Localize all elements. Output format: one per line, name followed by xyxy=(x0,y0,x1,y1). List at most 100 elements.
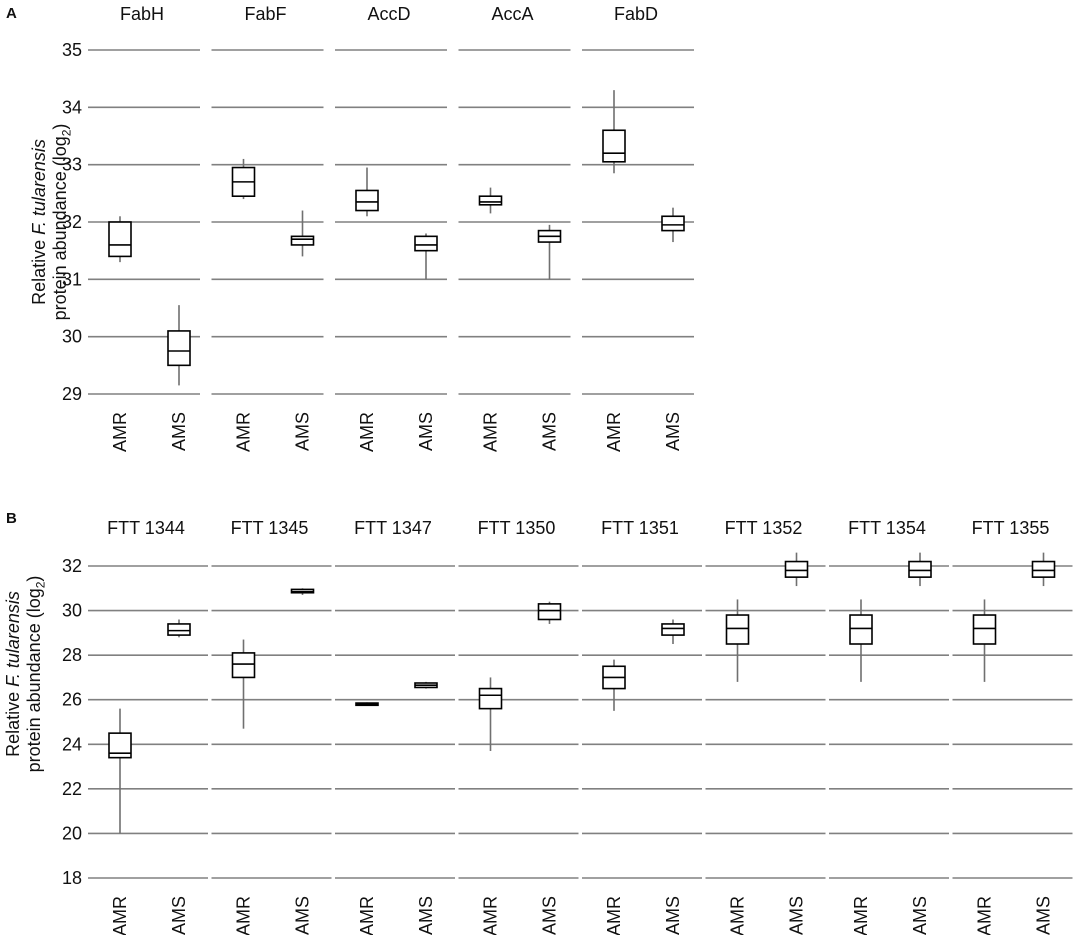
subplot-ftt-1344: FTT 1344 AMR AMS xyxy=(88,518,208,935)
subplot-ftt-1347: FTT 1347 AMR AMS xyxy=(335,518,455,935)
amr-box xyxy=(478,687,503,710)
subplot-ftt-1354: FTT 1354 AMR AMS xyxy=(829,518,949,935)
subplot-title: FTT 1347 xyxy=(354,518,432,538)
amr-box-group xyxy=(231,158,256,200)
x-category-label: AMR xyxy=(357,896,377,935)
panel-a-plot: 29 30 31 32 33 34 35 FabH AMR AMS FabF AMR AMS AccD AM… xyxy=(62,4,694,452)
panel-a-label: A xyxy=(6,5,17,22)
x-category-label: AMR xyxy=(728,896,748,935)
ams-box-group xyxy=(414,233,438,280)
x-category-label: AMR xyxy=(481,412,501,452)
x-category-label: AMS xyxy=(540,896,560,935)
y-tick-label: 32 xyxy=(62,212,82,232)
ams-box-group xyxy=(908,552,932,587)
y-tick-label: 26 xyxy=(62,690,82,710)
y-tick-label: 28 xyxy=(62,645,82,665)
subplot-title: AccD xyxy=(367,4,410,24)
amr-box xyxy=(972,614,997,645)
x-category-label: AMR xyxy=(110,412,130,452)
x-category-label: AMR xyxy=(604,896,624,935)
ams-box-group xyxy=(784,552,809,587)
subplot-acca: AccA AMR AMS xyxy=(458,4,571,452)
amr-box xyxy=(108,732,132,759)
amr-box xyxy=(849,614,873,645)
subplot-title: AccA xyxy=(491,4,533,24)
amr-box-group xyxy=(602,90,626,174)
subplot-title: FTT 1355 xyxy=(972,518,1050,538)
subplot-title: FTT 1351 xyxy=(601,518,679,538)
y-tick-label: 34 xyxy=(62,97,82,117)
amr-box xyxy=(602,129,626,163)
ams-box-group xyxy=(167,305,191,386)
ams-box xyxy=(167,623,191,636)
subplot-title: FTT 1350 xyxy=(478,518,556,538)
amr-box-group xyxy=(602,659,626,711)
x-category-label: AMS xyxy=(910,896,930,935)
amr-box xyxy=(231,652,256,679)
subplot-title: FTT 1354 xyxy=(848,518,926,538)
subplot-accd: AccD AMR AMS xyxy=(335,4,447,452)
ams-box-group xyxy=(537,224,562,280)
ams-box xyxy=(167,330,191,367)
y-tick-label: 30 xyxy=(62,327,82,347)
x-category-label: AMR xyxy=(110,896,130,935)
amr-box-group xyxy=(108,708,132,834)
y-tick-label: 24 xyxy=(62,734,82,754)
x-category-label: AMS xyxy=(663,896,683,935)
ams-box-group xyxy=(167,619,191,638)
x-category-label: AMS xyxy=(169,896,189,935)
subplot-ftt-1352: FTT 1352 AMR AMS xyxy=(705,518,826,935)
amr-box-group xyxy=(355,167,379,217)
amr-box-group xyxy=(355,702,379,707)
x-category-label: AMR xyxy=(604,412,624,452)
amr-box xyxy=(355,189,379,212)
subplot-ftt-1350: FTT 1350 AMR AMS xyxy=(458,518,579,935)
y-tick-label: 30 xyxy=(62,601,82,621)
x-category-label: AMS xyxy=(663,412,683,451)
x-category-label: AMS xyxy=(169,412,189,451)
subplot-fabf: FabF AMR AMS xyxy=(211,4,324,452)
ams-box-group xyxy=(661,619,685,644)
y-tick-label: 20 xyxy=(62,823,82,843)
amr-box xyxy=(725,614,750,645)
ams-box-group xyxy=(1031,552,1056,587)
ams-box xyxy=(908,560,932,578)
x-category-label: AMS xyxy=(540,412,560,451)
ams-box xyxy=(290,235,315,246)
y-tick-label: 22 xyxy=(62,779,82,799)
ams-box-group xyxy=(290,210,315,257)
x-category-label: AMS xyxy=(293,412,313,451)
x-category-label: AMS xyxy=(416,896,436,935)
y-tick-label: 33 xyxy=(62,155,82,175)
y-tick-label: 35 xyxy=(62,40,82,60)
amr-box xyxy=(478,195,503,206)
amr-box-group xyxy=(108,216,132,263)
ams-box-group xyxy=(290,588,315,595)
subplot-ftt-1345: FTT 1345 AMR AMS xyxy=(211,518,332,935)
subplot-fabh: FabH AMR AMS xyxy=(88,4,200,452)
subplot-ftt-1351: FTT 1351 AMR AMS xyxy=(582,518,702,935)
x-category-label: AMR xyxy=(234,896,254,935)
amr-box-group xyxy=(849,599,873,682)
x-category-label: AMR xyxy=(234,412,254,452)
y-tick-label: 29 xyxy=(62,384,82,404)
x-category-label: AMS xyxy=(293,896,313,935)
x-category-label: AMS xyxy=(416,412,436,451)
subplot-ftt-1355: FTT 1355 AMR AMS xyxy=(952,518,1073,935)
ams-box-group xyxy=(537,601,562,624)
ams-box xyxy=(784,560,809,578)
x-category-label: AMR xyxy=(975,896,995,935)
ams-box xyxy=(661,215,685,232)
subplot-title: FabF xyxy=(244,4,286,24)
x-category-label: AMS xyxy=(787,896,807,935)
amr-box-group xyxy=(478,677,503,751)
amr-box-group xyxy=(231,639,256,729)
panel-b-label: B xyxy=(6,510,17,527)
amr-box-group xyxy=(972,599,997,682)
subplot-title: FTT 1345 xyxy=(231,518,309,538)
ams-box xyxy=(537,603,562,621)
x-category-label: AMS xyxy=(1034,896,1054,935)
x-category-label: AMR xyxy=(851,896,871,935)
amr-box-group xyxy=(725,599,750,682)
